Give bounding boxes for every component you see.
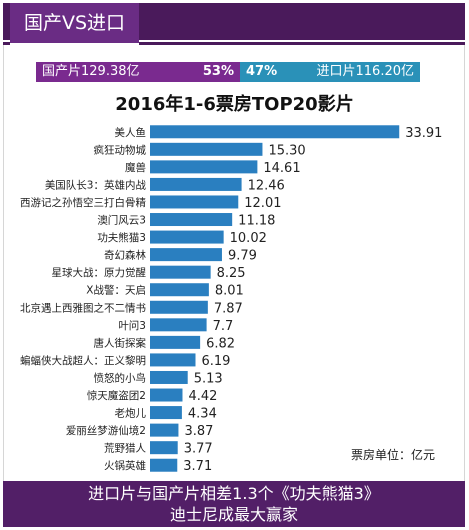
bar [150, 230, 224, 244]
header-title: 国产VS进口 [10, 3, 140, 45]
bar [150, 265, 211, 279]
value-label: 4.42 [188, 389, 217, 404]
category-label: 火锅英雄 [104, 459, 146, 472]
bar-chart: 美人鱼 33.91 疯狂动物城 15.30 魔兽 14.61 美国队长3：英雄内战 12.46… [20, 125, 442, 474]
category-label: 魔兽 [125, 161, 146, 174]
bar [150, 388, 183, 402]
value-label: 8.01 [215, 284, 244, 299]
footer-banner: 进口片与国产片相差1.3个《功夫熊猫3》 迪士尼成最大赢家 [3, 481, 465, 527]
category-label: 叶问3 [118, 319, 146, 332]
category-label: 老炮儿 [115, 407, 147, 420]
value-label: 3.87 [184, 424, 213, 439]
value-label: 10.02 [230, 231, 267, 246]
category-label: 美国队长3：英雄内战 [45, 178, 147, 191]
category-label: 奇幻森林 [104, 249, 146, 262]
value-label: 11.18 [238, 214, 275, 229]
category-label: 功夫熊猫3 [97, 231, 146, 244]
value-label: 3.71 [183, 459, 212, 474]
bar [150, 142, 263, 156]
category-label: 荒野猎人 [104, 442, 146, 455]
value-label: 14.61 [263, 161, 300, 176]
category-label: 星球大战：原力觉醒 [52, 266, 147, 279]
value-label: 9.79 [228, 249, 257, 264]
value-label: 12.46 [248, 178, 285, 193]
bar [150, 125, 400, 139]
bar [150, 248, 222, 262]
value-label: 12.01 [244, 196, 281, 211]
value-label: 7.7 [213, 319, 234, 334]
bar [150, 458, 178, 472]
header-stripe [3, 40, 465, 42]
category-label: X战警：天启 [86, 284, 146, 297]
bar [150, 353, 196, 367]
value-label: 5.13 [194, 371, 223, 386]
category-label: 美人鱼 [115, 126, 147, 139]
value-label: 6.82 [206, 336, 235, 351]
value-label: 33.91 [405, 126, 442, 141]
category-label: 爱丽丝梦游仙境2 [66, 424, 146, 437]
bar [150, 406, 182, 420]
bar [150, 195, 239, 209]
market-share-bar: 国产片129.38亿 53% 47% 进口片116.20亿 [36, 62, 420, 82]
domestic-box-office-label: 国产片129.38亿 [42, 64, 140, 79]
value-label: 3.77 [184, 442, 213, 457]
value-label: 8.25 [217, 266, 246, 281]
bar [150, 441, 178, 455]
unit-note: 票房单位：亿元 [351, 448, 436, 462]
imported-share-segment: 47% 进口片116.20亿 [240, 62, 420, 82]
imported-share-percent: 47% [246, 64, 278, 79]
bar [150, 423, 179, 437]
bar [150, 370, 188, 384]
bar [150, 160, 258, 174]
category-label: 疯狂动物城 [94, 143, 147, 156]
category-label: 愤怒的小鸟 [94, 371, 147, 384]
category-label: 唐人街探案 [94, 336, 147, 349]
bar [150, 335, 201, 349]
bar [150, 283, 209, 297]
category-label: 北京遇上西雅图之不二情书 [20, 301, 146, 314]
domestic-share-segment: 国产片129.38亿 53% [36, 62, 240, 82]
category-label: 澳门风云3 [97, 214, 146, 227]
value-label: 4.34 [188, 407, 217, 422]
category-label: 惊天魔盗团2 [87, 389, 146, 402]
category-label: 蝙蝠侠大战超人：正义黎明 [20, 354, 146, 367]
chart-title: 2016年1-6票房TOP20影片 [115, 94, 354, 115]
bar [150, 300, 208, 314]
bar [150, 213, 233, 227]
value-label: 6.19 [201, 354, 230, 369]
footer-line-1: 进口片与国产片相差1.3个《功夫熊猫3》 [88, 484, 380, 503]
category-label: 西游记之孙悟空三打白骨精 [20, 196, 146, 209]
bar [150, 318, 207, 332]
domestic-share-percent: 53% [202, 64, 234, 79]
imported-box-office-label: 进口片116.20亿 [316, 64, 415, 79]
value-label: 15.30 [268, 143, 305, 158]
footer-line-2: 迪士尼成最大赢家 [169, 505, 298, 524]
bar [150, 177, 242, 191]
header-band: 国产VS进口 [3, 3, 465, 45]
value-label: 7.87 [214, 301, 243, 316]
